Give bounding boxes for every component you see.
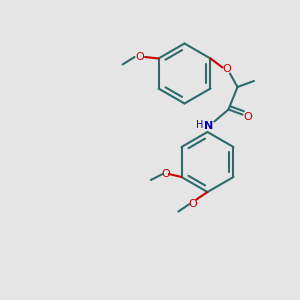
Text: N: N [204, 121, 214, 131]
Text: H: H [196, 119, 204, 130]
Text: O: O [161, 169, 170, 179]
Text: O: O [223, 64, 231, 74]
Text: O: O [135, 52, 144, 62]
Text: O: O [244, 112, 252, 122]
Text: O: O [188, 199, 197, 209]
